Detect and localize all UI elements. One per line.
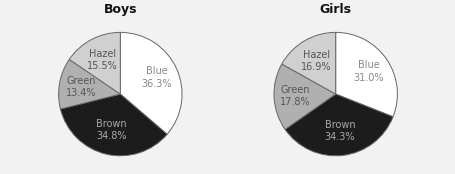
Text: Brown
34.3%: Brown 34.3% <box>324 120 354 142</box>
Wedge shape <box>281 32 335 94</box>
Text: Green
13.4%: Green 13.4% <box>66 76 96 98</box>
Wedge shape <box>284 94 392 156</box>
Wedge shape <box>69 32 120 94</box>
Text: Blue
36.3%: Blue 36.3% <box>141 66 172 89</box>
Title: Girls: Girls <box>319 3 351 16</box>
Wedge shape <box>61 94 167 156</box>
Wedge shape <box>59 59 120 109</box>
Title: Boys: Boys <box>103 3 137 16</box>
Wedge shape <box>335 32 396 117</box>
Text: Green
17.8%: Green 17.8% <box>280 85 310 107</box>
Text: Hazel
15.5%: Hazel 15.5% <box>87 49 117 72</box>
Text: Blue
31.0%: Blue 31.0% <box>353 60 383 83</box>
Wedge shape <box>273 64 335 129</box>
Text: Brown
34.8%: Brown 34.8% <box>96 119 127 141</box>
Wedge shape <box>120 32 182 134</box>
Text: Hazel
16.9%: Hazel 16.9% <box>300 50 331 72</box>
